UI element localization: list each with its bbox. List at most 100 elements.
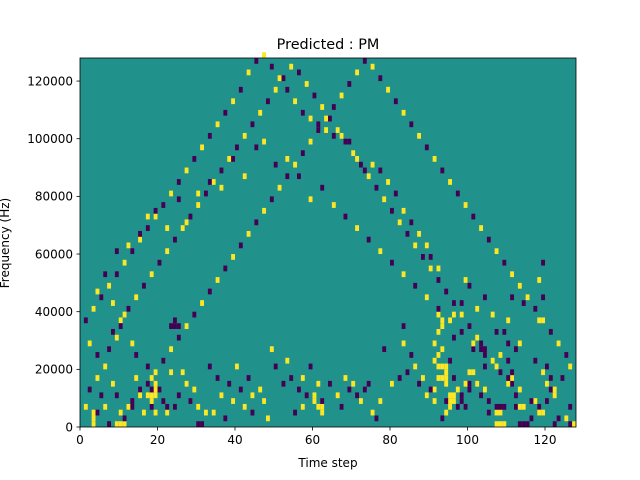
heatmap-cell [355, 156, 360, 162]
heatmap-cell [211, 409, 216, 416]
x-axis-label: Time step [297, 456, 357, 470]
heatmap-cell [355, 69, 360, 76]
heatmap-cell [165, 248, 170, 255]
heatmap-cell [417, 380, 422, 387]
heatmap-cell [99, 294, 104, 301]
heatmap-cell [304, 392, 309, 399]
heatmap-cell [517, 421, 522, 427]
heatmap-cell [448, 403, 453, 410]
heatmap-cell [145, 392, 150, 399]
heatmap-cell [153, 409, 158, 416]
heatmap-cell [525, 421, 530, 427]
heatmap-cell [467, 323, 472, 329]
heatmap-cell [200, 421, 205, 427]
heatmap-cell [568, 421, 573, 427]
heatmap-cell [180, 225, 185, 231]
heatmap-cell [176, 323, 181, 329]
heatmap-cell [281, 75, 286, 82]
heatmap-cell [153, 213, 158, 220]
heatmap-cell [486, 409, 491, 416]
heatmap-cell [378, 398, 383, 404]
heatmap-cell [459, 300, 464, 306]
heatmap-cell [405, 230, 410, 237]
heatmap-cell [258, 386, 263, 393]
heatmap-cell [386, 179, 391, 185]
heatmap-cell [502, 421, 507, 427]
heatmap-cell [262, 398, 267, 404]
heatmap-cell [122, 421, 127, 427]
chart-title: Predicted : PM [277, 37, 380, 53]
heatmap-cell [184, 167, 189, 174]
heatmap-cell [153, 386, 158, 393]
heatmap-cell [490, 311, 495, 318]
heatmap-cell [204, 190, 208, 197]
heatmap-cell [510, 271, 515, 278]
heatmap-cell [138, 230, 143, 237]
heatmap-cell [448, 392, 453, 399]
heatmap-cell [192, 156, 197, 162]
heatmap-cell [401, 340, 406, 347]
heatmap-cell [444, 369, 449, 376]
heatmap-cell [118, 323, 123, 329]
heatmap-cell [254, 144, 259, 151]
heatmap-cell [138, 392, 143, 399]
heatmap-cell [552, 392, 557, 399]
heatmap-cell [320, 409, 325, 416]
heatmap-cell [436, 311, 441, 318]
heatmap-cell [382, 346, 387, 353]
heatmap-cell [331, 202, 336, 208]
heatmap-cell [207, 179, 212, 185]
heatmap-cell [87, 386, 92, 393]
heatmap-cell [165, 409, 170, 416]
heatmap-cell [568, 403, 573, 410]
heatmap-cell [545, 380, 549, 387]
heatmap-cell [308, 138, 313, 145]
heatmap-cell [401, 271, 406, 278]
heatmap-cell [130, 248, 135, 255]
heatmap-cell [514, 403, 518, 410]
heatmap-cell [246, 230, 251, 237]
heatmap-cell [300, 375, 305, 381]
heatmap-cell [514, 346, 518, 353]
heatmap-cell [145, 213, 150, 220]
heatmap-cell [374, 184, 379, 191]
heatmap-cell [436, 375, 441, 381]
heatmap-cell [153, 380, 158, 387]
heatmap-cell [335, 392, 340, 399]
heatmap-cell [452, 334, 456, 341]
heatmap-cell [111, 328, 115, 335]
heatmap-cell [424, 392, 429, 399]
heatmap-cell [300, 403, 305, 410]
heatmap-cell [331, 104, 336, 110]
heatmap-cell [122, 415, 127, 422]
heatmap-cell [475, 334, 480, 341]
heatmap-cell [142, 409, 146, 416]
y-tick-label: 100000 [27, 132, 73, 146]
heatmap-cell [324, 115, 329, 122]
heatmap-cell [87, 340, 92, 347]
heatmap-cell [401, 323, 406, 329]
heatmap-cell [347, 81, 352, 87]
heatmap-cell [91, 421, 96, 427]
heatmap-cell [335, 127, 340, 133]
heatmap-cell [401, 109, 406, 116]
heatmap-cell [525, 294, 530, 301]
heatmap-cell [308, 196, 313, 203]
heatmap-cell [238, 242, 243, 249]
heatmap-cell [293, 409, 298, 416]
y-tick-label: 20000 [35, 363, 73, 377]
heatmap-cell [374, 415, 379, 422]
heatmap-cell [440, 167, 445, 174]
heatmap-cell [494, 363, 499, 370]
heatmap-cell [184, 323, 189, 329]
heatmap-cell [498, 369, 503, 376]
heatmap-cell [541, 409, 546, 416]
heatmap-cell [362, 386, 367, 393]
heatmap-cell [196, 403, 201, 410]
heatmap-cell [184, 219, 189, 226]
heatmap-cell [556, 340, 561, 347]
heatmap-cell [176, 196, 181, 203]
heatmap-cell [250, 121, 255, 128]
y-tick-label: 120000 [27, 74, 73, 88]
